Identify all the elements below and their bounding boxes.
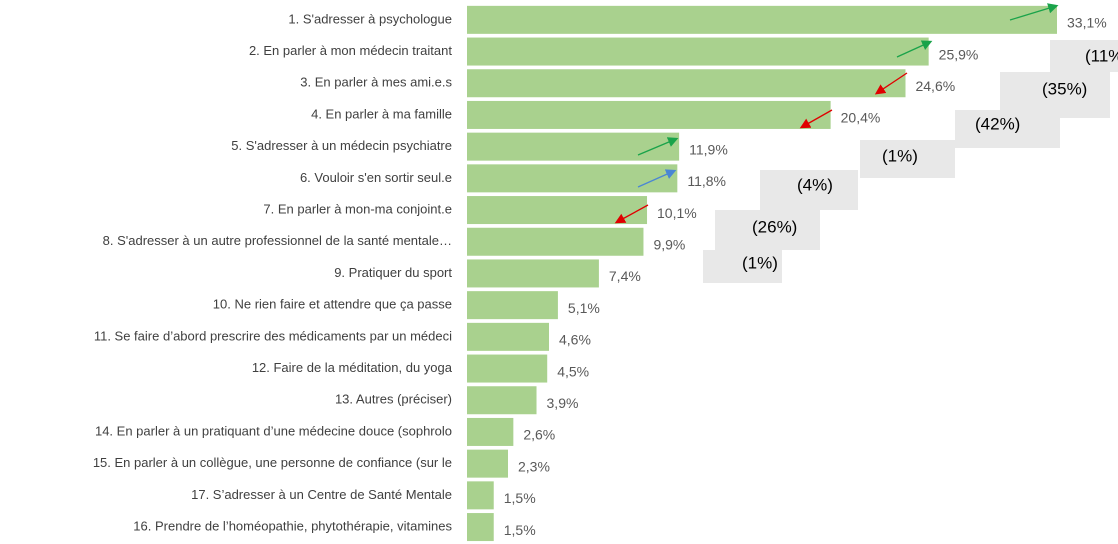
bar — [467, 449, 508, 478]
value-label: 7,4% — [609, 268, 641, 284]
annotation-box — [760, 170, 858, 210]
value-label: 10,1% — [657, 205, 697, 221]
annotation: (26%) — [752, 217, 797, 236]
category-label: 7. En parler à mon-ma conjoint.e — [263, 201, 452, 216]
category-label: 2. En parler à mon médecin traitant — [249, 43, 452, 58]
value-label: 3,9% — [547, 395, 579, 411]
value-label: 11,8% — [687, 173, 726, 189]
value-label: 2,6% — [523, 427, 555, 443]
value-label: 25,9% — [939, 46, 979, 62]
category-label: 17. S’adresser à un Centre de Santé Ment… — [191, 487, 452, 502]
bar — [467, 227, 644, 256]
category-label: 6. Vouloir s'en sortir seul.e — [300, 170, 452, 185]
category-label: 1. S'adresser à psychologue — [288, 11, 452, 26]
bar — [467, 291, 558, 320]
category-label: 5. S'adresser à un médecin psychiatre — [231, 138, 452, 153]
value-label: 24,6% — [915, 78, 955, 94]
value-label: 4,6% — [559, 332, 591, 348]
annotation: (35%) — [1042, 79, 1087, 98]
annotation-box — [860, 140, 955, 178]
annotation: (4%) — [797, 175, 833, 194]
value-label: 1,5% — [504, 522, 536, 538]
bar — [467, 513, 494, 542]
annotation-box — [703, 250, 782, 283]
trend-arrow — [637, 137, 679, 156]
bar — [467, 386, 537, 415]
annotation: (42%) — [975, 114, 1020, 133]
value-label: 11,9% — [689, 141, 728, 157]
category-label: 14. En parler à un pratiquant d’une méde… — [95, 423, 452, 438]
category-label: 11. Se faire d’abord prescrire des médic… — [94, 328, 452, 343]
trend-arrow — [874, 72, 908, 95]
category-label: 4. En parler à ma famille — [311, 106, 452, 121]
category-label: 15. En parler à un collègue, une personn… — [93, 455, 452, 470]
category-label: 13. Autres (préciser) — [335, 392, 452, 407]
bar — [467, 259, 599, 288]
value-label: 5,1% — [568, 300, 600, 316]
bar — [467, 69, 906, 98]
value-label: 2,3% — [518, 458, 550, 474]
annotation: (11%) — [1085, 46, 1118, 65]
annotation-box — [955, 110, 1060, 148]
value-label: 20,4% — [841, 110, 881, 126]
bar — [467, 481, 494, 510]
value-label: 1,5% — [504, 490, 536, 506]
trend-arrow — [614, 204, 649, 224]
annotation: (1%) — [742, 253, 778, 272]
category-label: 10. Ne rien faire et attendre que ça pas… — [213, 297, 452, 312]
value-label: 9,9% — [653, 236, 685, 252]
annotation-box — [1050, 40, 1118, 72]
trend-arrow — [637, 169, 677, 188]
category-label: 16. Prendre de l’homéopathie, phytothéra… — [133, 518, 452, 533]
bar — [467, 5, 1057, 34]
category-label: 9. Pratiquer du sport — [334, 265, 452, 280]
bar — [467, 132, 680, 161]
bar — [467, 417, 514, 446]
trend-arrow — [896, 40, 933, 58]
annotation-box — [715, 210, 820, 250]
trend-arrow — [799, 109, 833, 129]
annotation: (1%) — [882, 146, 918, 165]
value-label: 33,1% — [1067, 15, 1107, 31]
bar — [467, 100, 831, 129]
trend-arrow — [1009, 3, 1059, 21]
bar — [467, 322, 549, 351]
bar — [467, 354, 548, 383]
category-label: 8. S'adresser à un autre professionnel d… — [103, 233, 452, 248]
bar — [467, 164, 678, 193]
category-label: 3. En parler à mes ami.e.s — [300, 75, 452, 90]
value-label: 4,5% — [557, 363, 589, 379]
bar — [467, 37, 929, 66]
category-label: 12. Faire de la méditation, du yoga — [252, 360, 453, 375]
